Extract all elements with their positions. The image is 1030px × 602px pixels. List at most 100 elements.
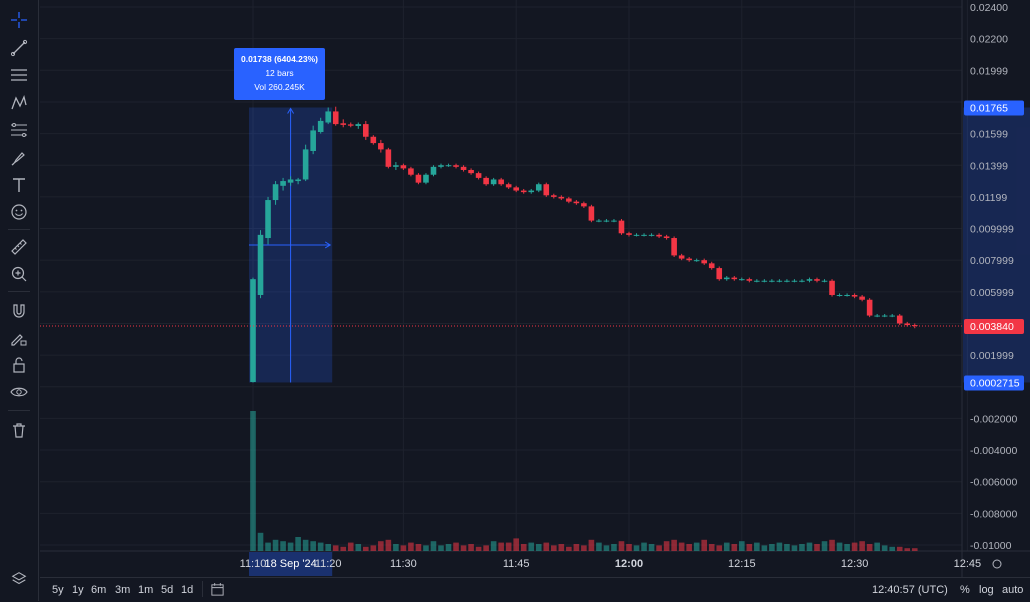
volume-bar — [250, 411, 256, 551]
horizontal-lines-icon[interactable] — [7, 63, 31, 87]
candle-body — [475, 173, 482, 178]
measure-change: 0.01738 (6404.23%) — [240, 54, 319, 64]
candle-body — [408, 168, 414, 175]
log-toggle[interactable]: log — [979, 584, 994, 596]
candle-body — [814, 279, 820, 281]
volume-bar — [791, 545, 798, 551]
measure-arrow-head — [287, 107, 295, 114]
candle-body — [415, 174, 422, 183]
candle-body — [257, 234, 264, 295]
candle-body — [430, 166, 437, 175]
volume-bar — [641, 542, 647, 551]
text-icon[interactable] — [7, 173, 31, 197]
range-6m[interactable]: 6m — [91, 584, 107, 596]
volume-bar — [438, 545, 444, 551]
range-1m[interactable]: 1m — [138, 584, 154, 596]
current-price-tag-bg — [964, 100, 1024, 116]
price-axis-label: -0.01000 — [970, 540, 1012, 552]
volume-bar — [761, 545, 768, 551]
pattern-icon[interactable] — [7, 91, 31, 115]
time-axis-label: 11:45 — [503, 558, 530, 570]
volume-bar — [874, 542, 880, 551]
pencil-lock-icon[interactable] — [7, 326, 31, 350]
auto-toggle[interactable]: auto — [1002, 584, 1024, 596]
candle-body — [911, 325, 918, 327]
candle-body — [806, 279, 813, 281]
volume-bar — [430, 541, 437, 551]
volume-bar — [551, 545, 557, 551]
volume-bar — [731, 544, 738, 551]
volume-bar — [889, 546, 895, 551]
candle-body — [761, 280, 768, 282]
emoji-icon[interactable] — [7, 200, 31, 224]
candle-body — [317, 120, 324, 133]
price-axis-label: 0.01199 — [970, 192, 1007, 204]
volume-bar — [911, 548, 918, 551]
volume-bar — [821, 541, 828, 551]
measure-bars: 12 bars — [265, 68, 294, 78]
volume-bar — [317, 542, 324, 551]
volume-bar — [881, 545, 888, 551]
candle-body — [347, 124, 354, 126]
volume-bar — [663, 541, 670, 551]
trend-line-icon[interactable] — [7, 36, 31, 60]
volume-bar — [280, 541, 286, 551]
candle-body — [423, 174, 429, 183]
candle-body — [799, 280, 805, 282]
volume-bar — [257, 532, 264, 551]
volume-bar — [265, 542, 271, 551]
range-1y[interactable]: 1y — [72, 584, 84, 596]
price-axis-label: -0.008000 — [970, 508, 1017, 520]
volume-bar — [490, 541, 497, 551]
volume-bar — [272, 539, 279, 551]
volume-bar — [723, 542, 730, 551]
range-3m[interactable]: 3m — [115, 584, 131, 596]
candle-body — [453, 165, 459, 167]
lock-icon[interactable] — [7, 353, 31, 377]
magnet-icon[interactable] — [7, 299, 31, 323]
volume-bar — [588, 539, 595, 551]
percent-toggle[interactable]: % — [960, 584, 970, 596]
volume-bar — [769, 544, 775, 551]
candle-body — [385, 149, 392, 167]
candle-body — [596, 220, 602, 222]
calendar-icon[interactable] — [210, 582, 225, 600]
candle-body — [663, 236, 670, 239]
volume-bar — [363, 546, 369, 551]
candle-body — [874, 315, 880, 317]
candle-body — [445, 165, 452, 167]
fib-icon[interactable] — [7, 118, 31, 142]
volume-bar — [739, 541, 745, 551]
candle-body — [739, 279, 745, 281]
zoom-in-icon[interactable] — [7, 262, 31, 286]
ruler-icon[interactable] — [7, 235, 31, 259]
crosshair-icon[interactable] — [7, 8, 31, 32]
volume-bar — [573, 544, 580, 551]
eye-icon[interactable] — [7, 380, 31, 404]
volume-bar — [385, 539, 392, 551]
candle-body — [551, 195, 557, 197]
range-5y[interactable]: 5y — [52, 584, 64, 596]
layers-icon[interactable] — [10, 570, 28, 593]
range-1d[interactable]: 1d — [181, 584, 194, 596]
price-range-highlight — [963, 107, 1030, 383]
range-5d[interactable]: 5d — [161, 584, 174, 596]
trash-icon[interactable] — [7, 418, 31, 442]
price-chart[interactable]: 0.02400 0.02200 0.01999 0.01599 0.01399 0.011… — [40, 0, 1030, 577]
volume-bar — [400, 545, 407, 551]
price-axis-label: 0.01599 — [970, 129, 1008, 141]
candle-body — [573, 201, 580, 204]
volume-bar — [566, 546, 572, 551]
volume-bar — [611, 544, 617, 551]
candle-body — [821, 280, 828, 282]
candle-body — [370, 136, 377, 144]
volume-bar — [325, 544, 331, 551]
volume-bar — [505, 542, 512, 551]
price-axis-label: 0.02400 — [970, 2, 1008, 14]
candle-body — [325, 111, 331, 123]
candle-body — [708, 263, 715, 269]
volume-bar — [701, 539, 707, 551]
brush-icon[interactable] — [7, 146, 31, 170]
price-axis-label: 0.001999 — [970, 350, 1014, 362]
candle-body — [520, 190, 527, 193]
